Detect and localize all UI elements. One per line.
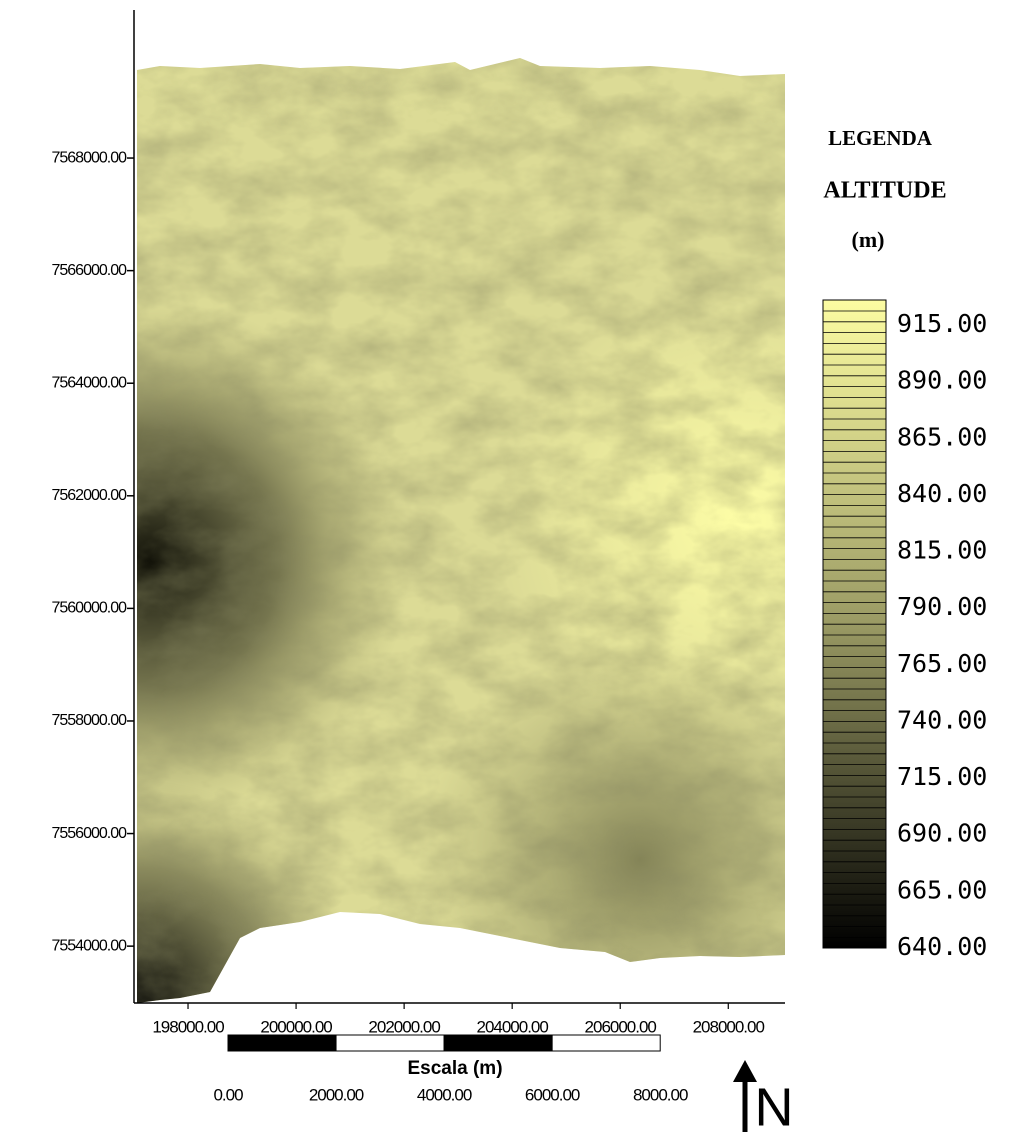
x-tick-label: 200000.00 — [260, 1017, 332, 1036]
scale-bar-title: Escala (m) — [407, 1058, 502, 1079]
y-tick-label: 7564000.00 — [51, 374, 127, 391]
y-tick-label: 7562000.00 — [51, 487, 127, 504]
legend-unit: (m) — [852, 227, 885, 252]
legend-label: 790.00 — [897, 592, 987, 621]
x-tick-label: 206000.00 — [585, 1017, 657, 1036]
scale-bar-segment — [336, 1035, 444, 1051]
legend-label: 715.00 — [897, 762, 987, 791]
north-arrow — [733, 1060, 757, 1132]
y-tick-label: 7556000.00 — [51, 825, 127, 842]
x-tick-label: 208000.00 — [693, 1017, 765, 1036]
legend-label: 690.00 — [897, 819, 987, 848]
y-tick-label: 7568000.00 — [51, 149, 127, 166]
legend-label: 915.00 — [897, 309, 987, 338]
scale-bar-label: 8000.00 — [633, 1085, 688, 1104]
north-arrow-head — [733, 1060, 757, 1082]
scale-bar-label: 6000.00 — [525, 1085, 580, 1104]
y-tick-label: 7558000.00 — [51, 712, 127, 729]
y-tick-label: 7566000.00 — [51, 262, 127, 279]
north-label: N — [755, 1077, 794, 1136]
legend-subtitle: ALTITUDE — [823, 178, 946, 204]
scale-bar-label: 2000.00 — [309, 1085, 364, 1104]
elevation-raster — [134, 50, 794, 1010]
legend-label: 665.00 — [897, 875, 987, 904]
legend-label: 740.00 — [897, 705, 987, 734]
x-tick-label: 198000.00 — [152, 1017, 224, 1036]
x-tick-label: 204000.00 — [476, 1017, 548, 1036]
map-figure: LEGENDA ALTITUDE (m) Escala (m) N 756800… — [0, 0, 1022, 1136]
y-tick-label: 7560000.00 — [51, 600, 127, 617]
legend-label: 865.00 — [897, 422, 987, 451]
scale-bar-segment — [444, 1035, 552, 1051]
legend-label: 765.00 — [897, 649, 987, 678]
scale-bar-label: 4000.00 — [417, 1085, 472, 1104]
y-tick-label: 7554000.00 — [51, 937, 127, 954]
legend-title: LEGENDA — [828, 126, 933, 150]
scale-bar-segment — [228, 1035, 336, 1051]
scale-bar-segment — [552, 1035, 660, 1051]
scale-bar-label: 0.00 — [213, 1085, 243, 1104]
x-tick-label: 202000.00 — [368, 1017, 440, 1036]
legend-label: 890.00 — [897, 366, 987, 395]
legend-label: 815.00 — [897, 536, 987, 565]
legend-label: 840.00 — [897, 479, 987, 508]
legend-label: 640.00 — [897, 932, 987, 961]
